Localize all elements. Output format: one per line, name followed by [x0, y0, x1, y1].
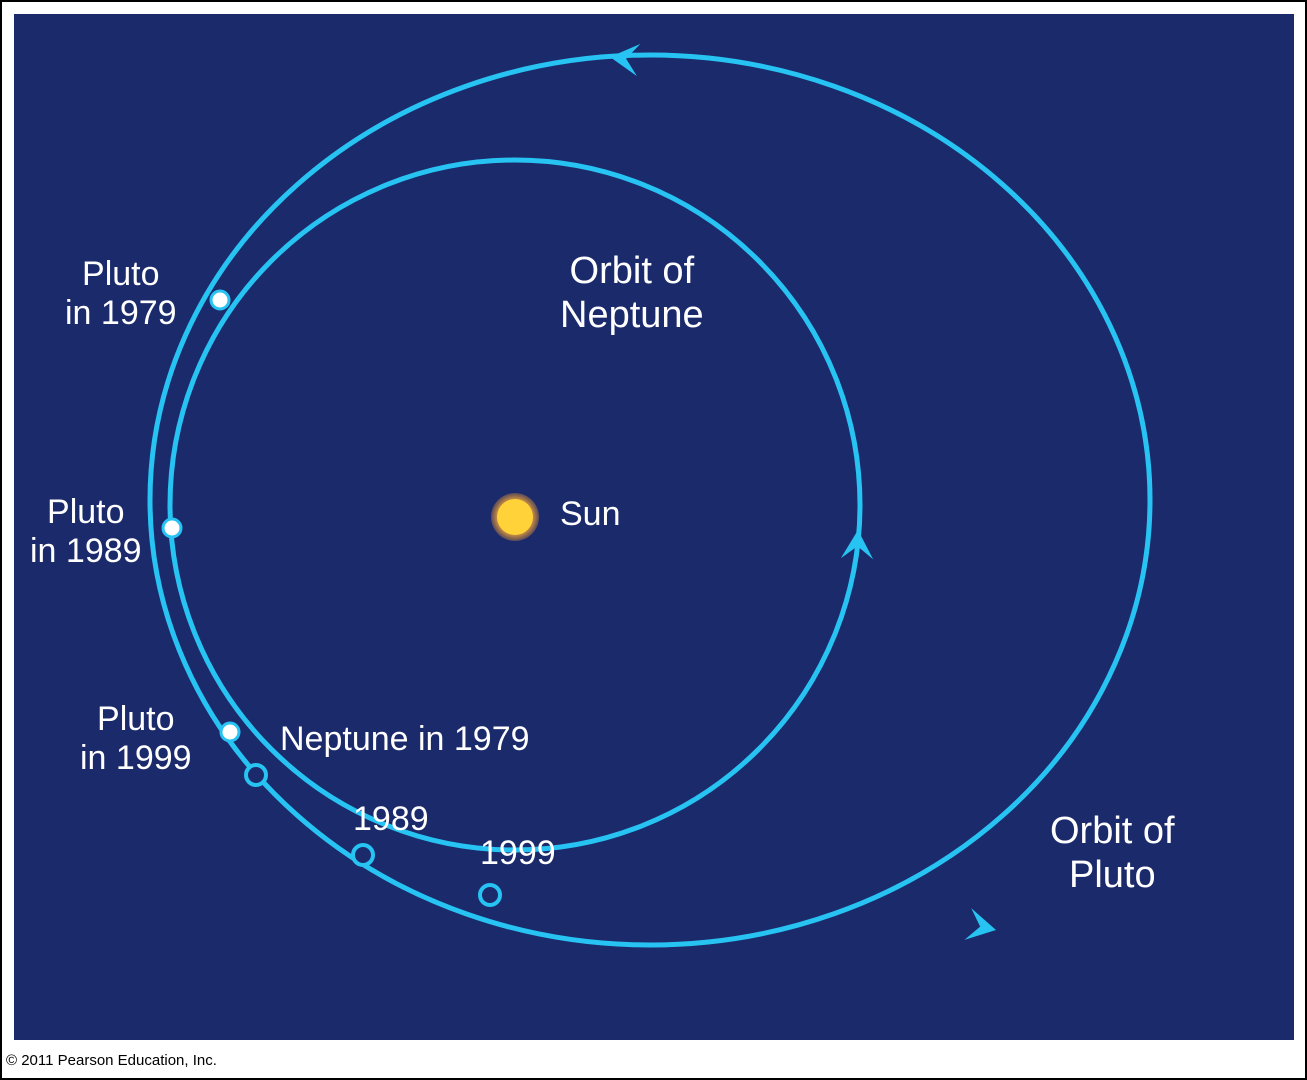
neptune-marker-2: [480, 885, 500, 905]
pluto-marker-0: [211, 291, 229, 309]
pluto-year-label-0: Pluto in 1979: [65, 255, 177, 333]
pluto-marker-1: [163, 519, 181, 537]
pluto-year-label-1: Pluto in 1989: [30, 493, 142, 571]
pluto-year-label-2: Pluto in 1999: [80, 700, 192, 778]
pluto-marker-2: [221, 723, 239, 741]
copyright-text: © 2011 Pearson Education, Inc.: [6, 1052, 217, 1069]
neptune-marker-1: [353, 845, 373, 865]
neptune-marker-0: [246, 765, 266, 785]
orbit-diagram-svg: [0, 0, 1307, 1080]
sun-icon: [497, 499, 533, 535]
orbit-of-neptune-label: Orbit of Neptune: [560, 250, 704, 337]
neptune-year-label-1: 1989: [353, 800, 429, 839]
neptune-year-label-0: Neptune in 1979: [280, 720, 530, 759]
orbit-of-pluto-label: Orbit of Pluto: [1050, 810, 1175, 897]
page-frame: [0, 0, 1307, 1080]
neptune-year-label-2: 1999: [480, 834, 556, 873]
sun-label: Sun: [560, 495, 621, 534]
